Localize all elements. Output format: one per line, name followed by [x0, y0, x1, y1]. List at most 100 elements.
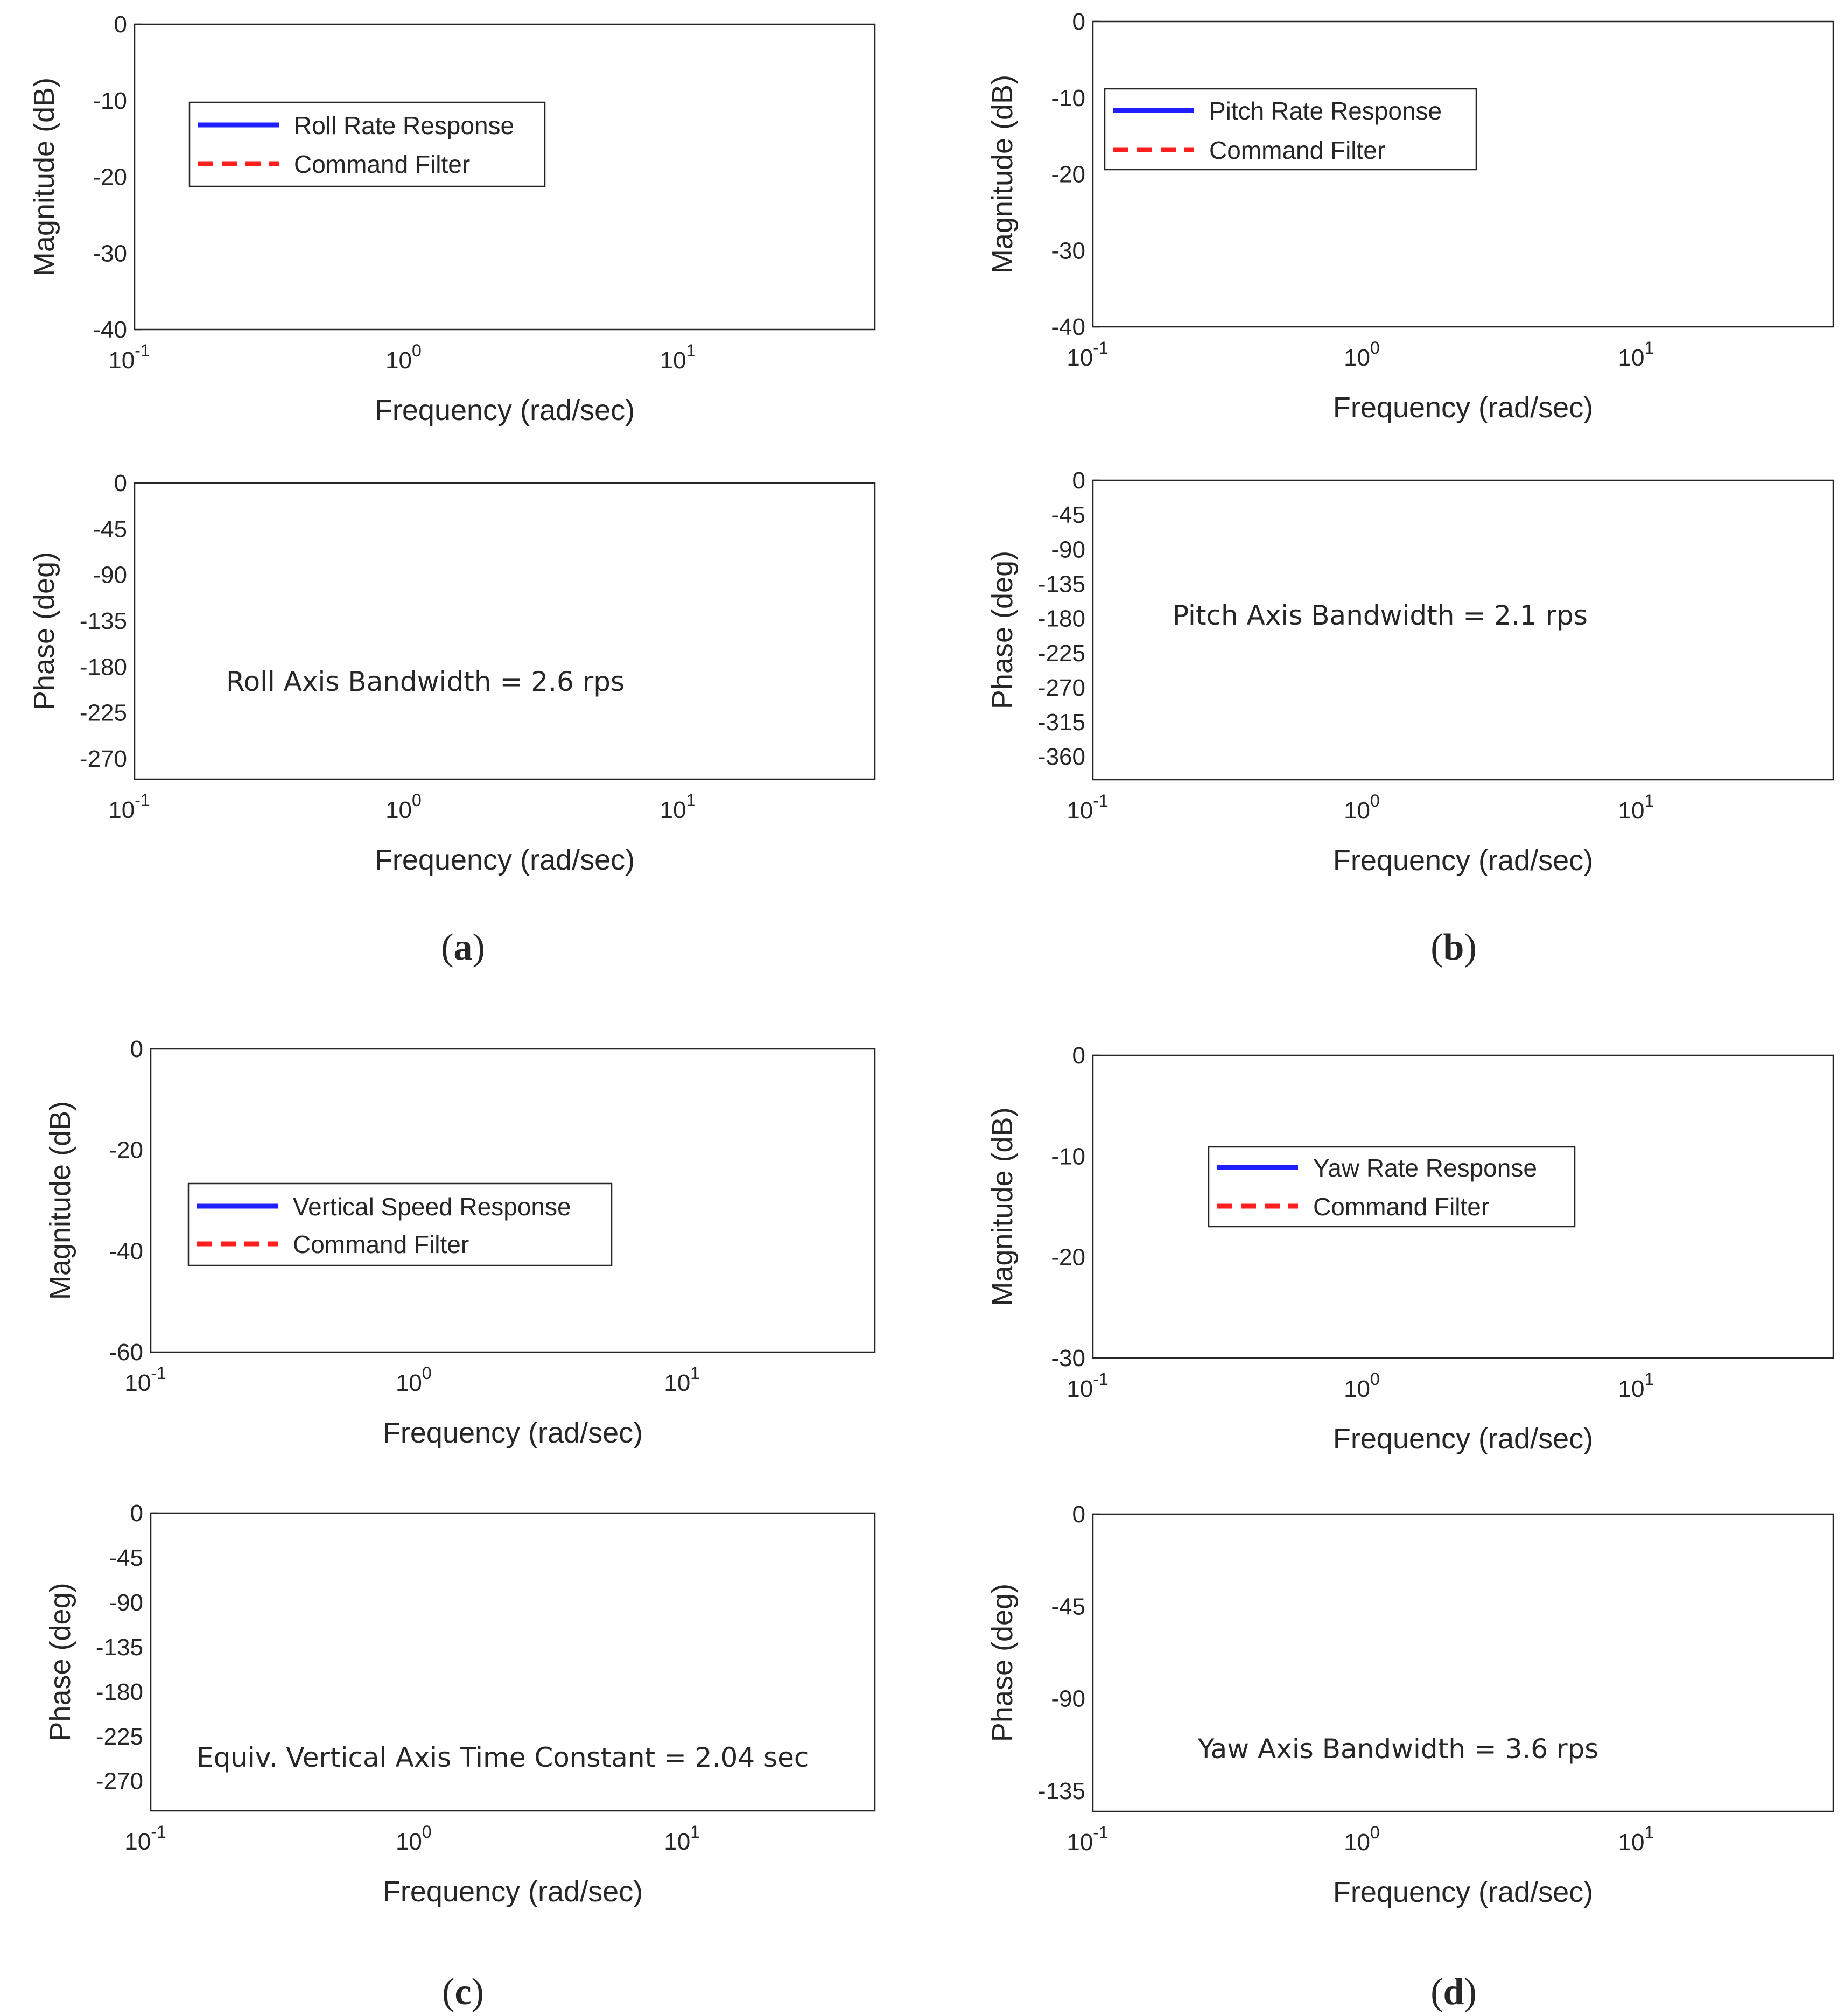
x-tick-label: 101	[660, 341, 696, 374]
y-tick-label: -135	[1038, 1778, 1085, 1804]
x-tick-base: 10	[660, 347, 686, 374]
x-tick-exponent: 1	[686, 790, 696, 810]
y-tick-label: -20	[1051, 162, 1085, 188]
x-tick-base: 10	[1067, 1829, 1093, 1856]
y-tick-label: -60	[109, 1339, 143, 1366]
annotation-yaw-bandwidth: Yaw Axis Bandwidth = 3.6 rps	[1197, 1733, 1598, 1765]
x-tick-exponent: 1	[1644, 1369, 1654, 1389]
legend-response-label: Pitch Rate Response	[1209, 97, 1442, 125]
x-tick-exponent: 0	[1370, 1823, 1380, 1842]
y-tick-label: 0	[1072, 467, 1085, 494]
y-tick-label: -225	[96, 1724, 143, 1750]
y-tick-label: -45	[93, 516, 127, 542]
y-axis-label: Phase (deg)	[28, 552, 60, 710]
x-tick-base: 10	[124, 1370, 151, 1396]
plot-frame	[1092, 1513, 1834, 1812]
x-axis-label: Frequency (rad/sec)	[383, 1417, 643, 1449]
y-tick-label: 0	[130, 1500, 143, 1527]
x-tick-base: 10	[1067, 345, 1093, 371]
legend-box	[1104, 88, 1477, 171]
x-tick-label: 100	[1344, 791, 1380, 824]
y-tick-label: -45	[1051, 1593, 1085, 1620]
y-tick-label: -180	[1038, 606, 1085, 632]
legend-b: Pitch Rate Response Command Filter	[1104, 88, 1477, 171]
x-axis-label: Frequency (rad/sec)	[1333, 1876, 1593, 1908]
x-tick-exponent: 1	[1644, 791, 1654, 810]
legend-response-label: Vertical Speed Response	[293, 1193, 571, 1221]
x-tick-base: 10	[664, 1370, 690, 1396]
x-tick-base: 10	[1618, 797, 1645, 824]
y-tick-label: -20	[93, 164, 127, 191]
y-tick-label: -10	[1051, 1143, 1085, 1170]
x-tick-label: 100	[396, 1363, 432, 1396]
y-tick-label: -30	[1051, 237, 1085, 264]
legend-c: Vertical Speed Response Command Filter	[187, 1182, 613, 1266]
x-tick-exponent: -1	[1093, 338, 1108, 358]
x-axis-label: Frequency (rad/sec)	[1333, 1423, 1593, 1455]
x-tick-label: 10-1	[124, 1363, 166, 1396]
x-tick-exponent: -1	[135, 341, 150, 360]
x-tick-base: 10	[1618, 1829, 1645, 1856]
x-tick-label: 101	[1618, 1823, 1654, 1856]
y-tick-label: -270	[80, 746, 127, 772]
x-tick-exponent: 1	[1644, 338, 1654, 358]
y-tick-label: -90	[1051, 536, 1085, 563]
y-axis-label: Phase (deg)	[986, 1584, 1019, 1742]
y-axis-label: Phase (deg)	[986, 551, 1019, 709]
x-tick-base: 10	[396, 1370, 422, 1396]
x-tick-exponent: 0	[412, 341, 422, 360]
legend-filter-label: Command Filter	[294, 150, 470, 178]
x-tick-label: 10-1	[124, 1822, 166, 1855]
y-tick-label: -20	[1051, 1244, 1085, 1271]
x-tick-base: 10	[1067, 797, 1093, 824]
y-tick-label: -90	[93, 562, 127, 589]
x-tick-base: 10	[1344, 797, 1370, 824]
x-tick-label: 101	[660, 790, 696, 823]
x-tick-label: 10-1	[108, 790, 150, 823]
y-tick-label: -180	[80, 654, 127, 680]
y-tick-label: -45	[109, 1545, 143, 1571]
y-tick-label: 0	[1072, 1501, 1085, 1528]
plot-frame	[134, 482, 876, 780]
y-tick-label: -20	[109, 1137, 143, 1164]
x-tick-exponent: -1	[135, 790, 150, 810]
y-tick-label: -90	[1051, 1686, 1085, 1712]
y-tick-label: 0	[114, 11, 127, 38]
x-tick-label: 100	[385, 341, 422, 374]
y-axis-label: Magnitude (dB)	[28, 78, 60, 276]
y-tick-label: -180	[96, 1679, 143, 1705]
y-tick-label: -30	[1051, 1345, 1085, 1371]
x-tick-exponent: 1	[690, 1363, 700, 1383]
x-tick-base: 10	[124, 1829, 151, 1855]
x-tick-exponent: 0	[422, 1822, 432, 1842]
x-tick-base: 10	[1344, 345, 1370, 371]
x-tick-label: 10-1	[1067, 1369, 1108, 1402]
y-tick-label: -90	[109, 1590, 143, 1616]
legend-filter-label: Command Filter	[293, 1230, 469, 1258]
y-axis-label: Phase (deg)	[44, 1583, 76, 1741]
y-tick-label: -40	[93, 317, 127, 343]
x-tick-label: 100	[385, 790, 422, 823]
x-tick-label: 10-1	[108, 341, 150, 374]
x-tick-base: 10	[1344, 1829, 1370, 1856]
legend-box	[187, 1182, 613, 1266]
x-tick-label: 101	[664, 1363, 700, 1396]
y-tick-label: -10	[1051, 85, 1085, 111]
y-tick-label: -270	[96, 1768, 143, 1795]
y-tick-label: 0	[1072, 9, 1085, 35]
legend-response-label: Yaw Rate Response	[1313, 1154, 1537, 1182]
x-tick-label: 101	[664, 1822, 700, 1855]
legend-box	[1208, 1146, 1576, 1228]
x-tick-label: 100	[1344, 338, 1380, 371]
x-tick-base: 10	[385, 347, 412, 374]
y-tick-label: 0	[1072, 1042, 1085, 1069]
x-tick-base: 10	[1344, 1376, 1370, 1402]
legend-response-label: Roll Rate Response	[294, 111, 514, 139]
